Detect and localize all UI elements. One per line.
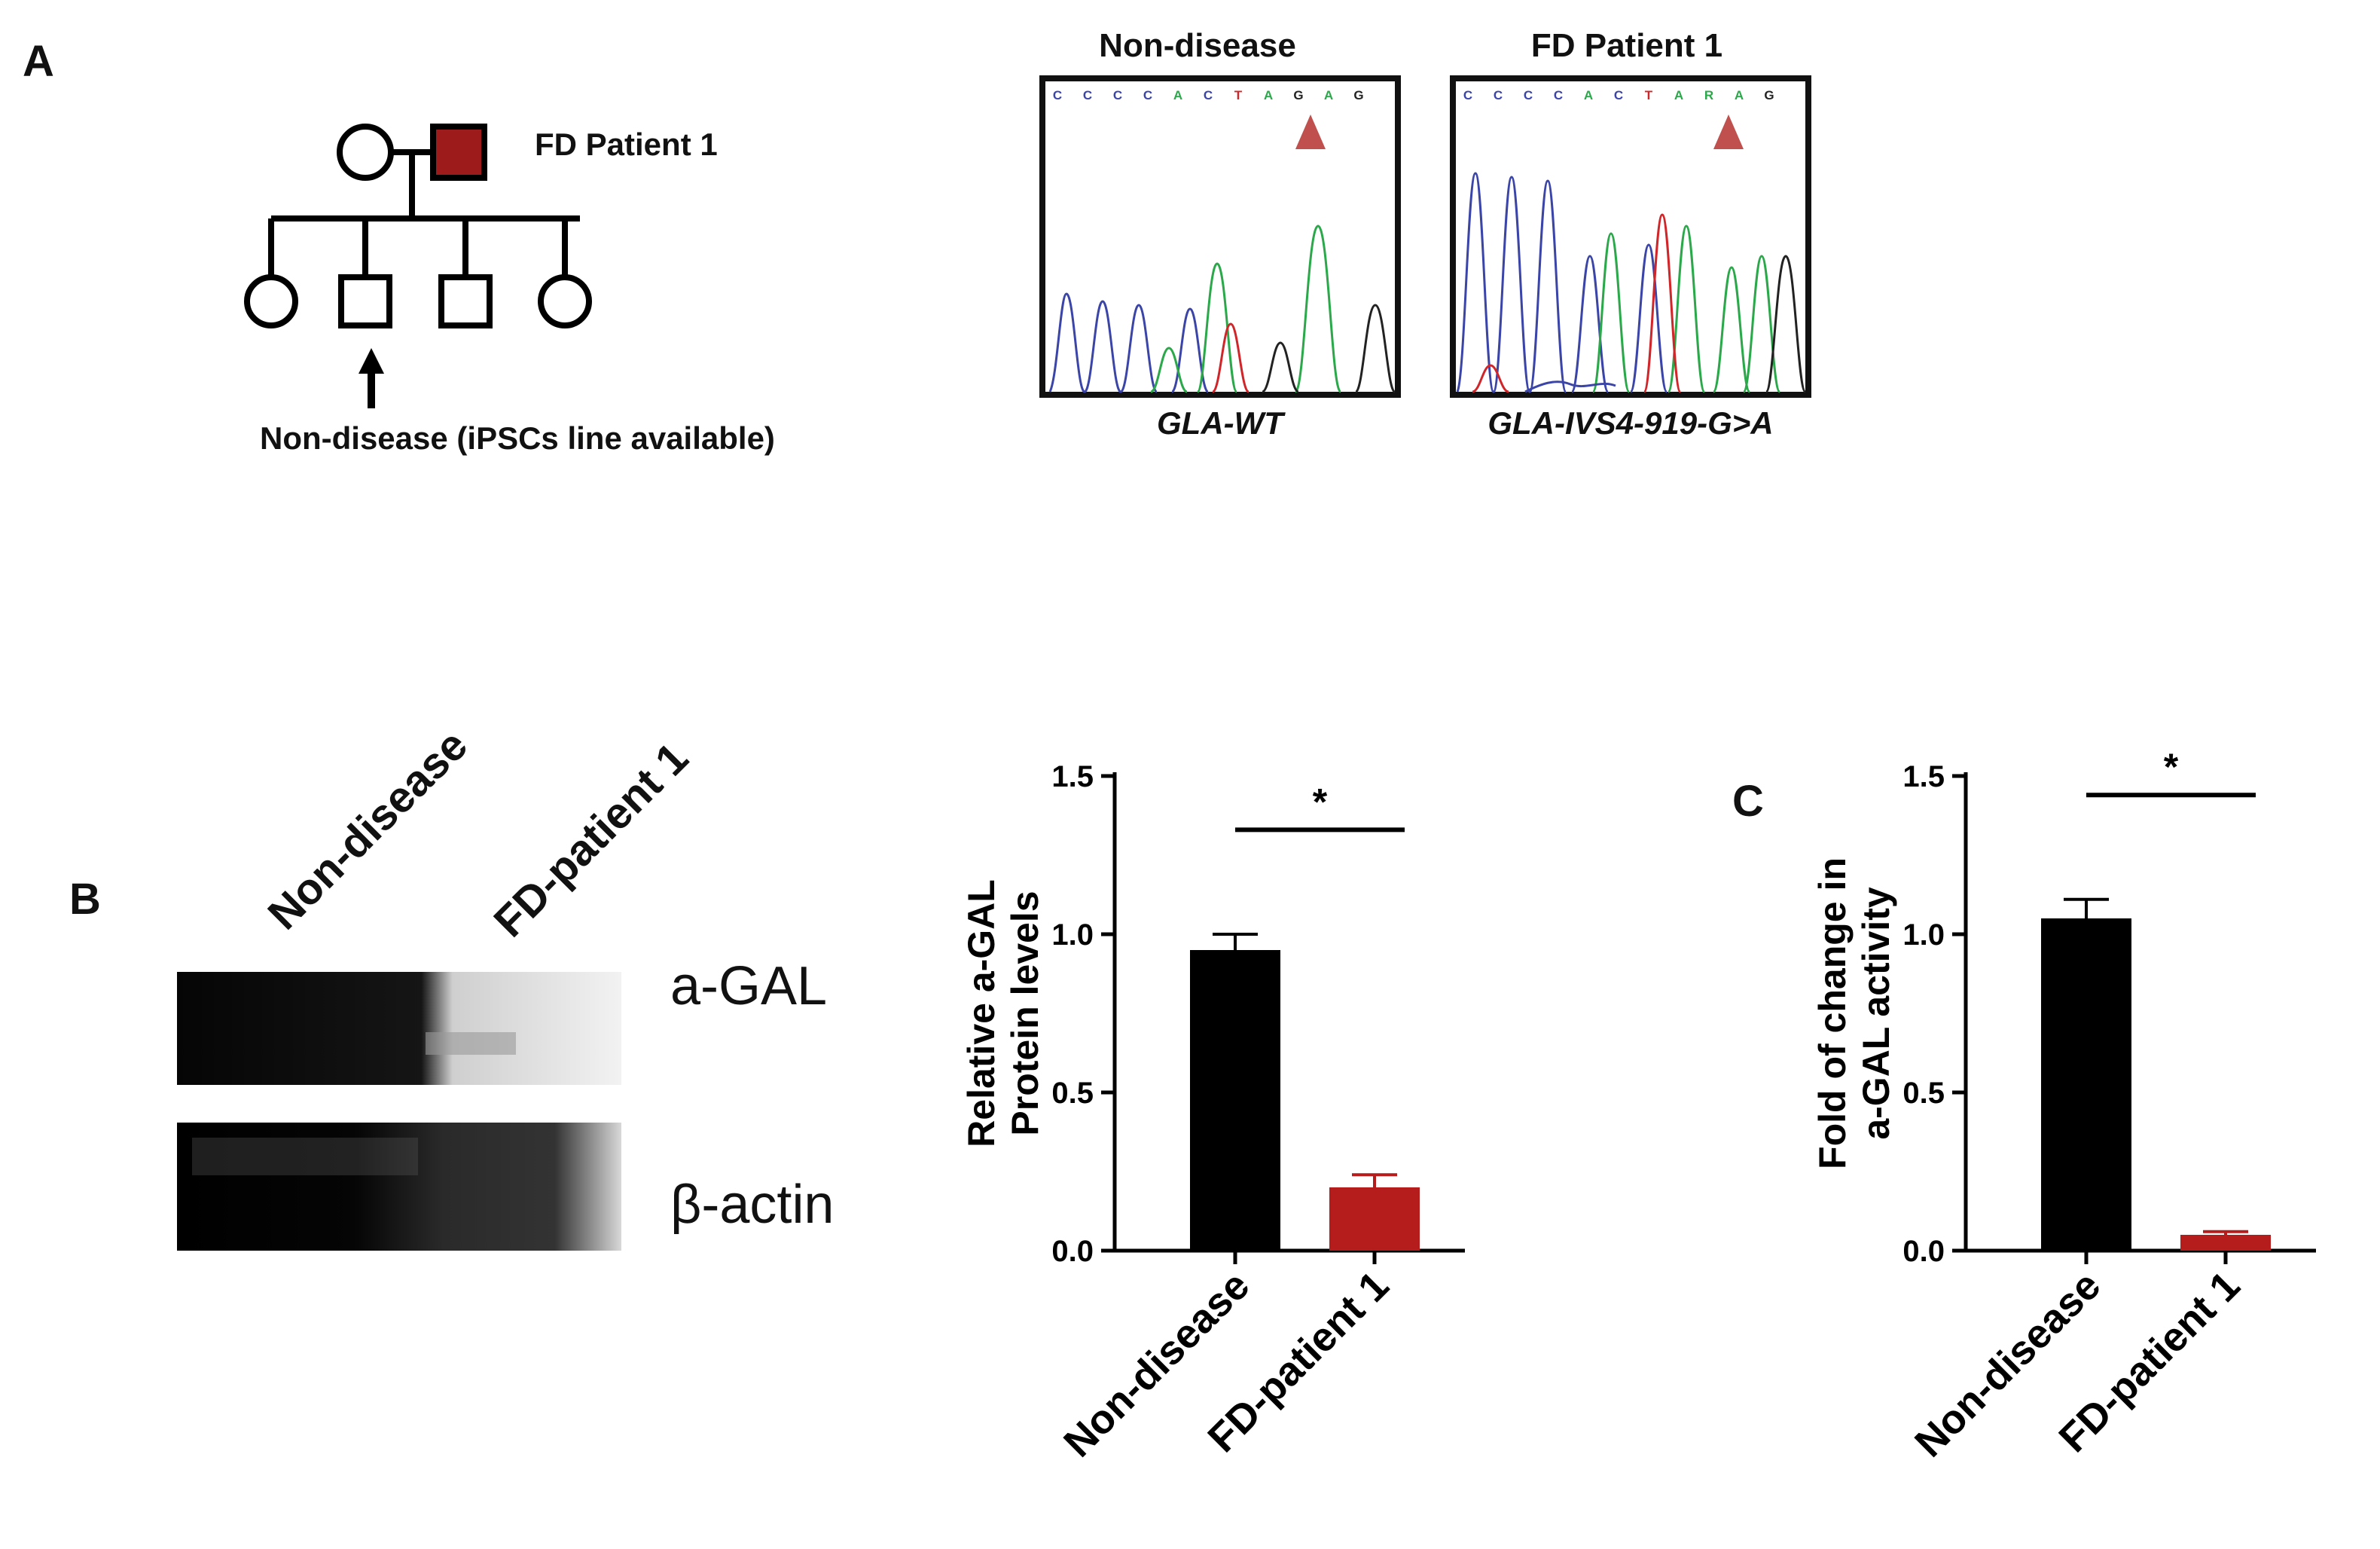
bar-non-disease [2041,918,2131,1251]
significance-marker: * [2164,746,2179,788]
sequence-base-letter: C [1614,88,1623,102]
sequence-base-letter: A [1324,88,1333,102]
y-tick-label: 0.5 [1051,1077,1094,1110]
blot-band-label-agal: a-GAL [670,956,828,1016]
blot-band-label-actin: β-actin [670,1175,835,1235]
sequence-base-letter: A [1173,88,1182,102]
chromatogram-genotype-patient: GLA-IVS4-919-G>A [1488,405,1774,441]
y-tick-label: 1.5 [1902,760,1945,793]
bar-chart-activity: 0.0 0.5 1.0 1.5 Fold of change in a-GAL activ… [1811,746,2316,1466]
pedigree-arrow-label: Non-disease (iPSCs line available) [260,420,775,456]
y-tick-label: 0.5 [1902,1077,1945,1110]
sequence-base-letter: R [1704,88,1713,102]
y-tick-label: 1.0 [1051,918,1094,952]
sequence-base-letter: C [1053,88,1062,102]
panel-label-c: C [1732,777,1764,826]
sequence-base-letter: C [1204,88,1213,102]
chromatogram-title-control: Non-disease [1099,27,1296,64]
sequence-base-letter: C [1463,88,1472,102]
y-tick-label: 1.5 [1051,760,1094,793]
chromatogram-title-patient: FD Patient 1 [1530,27,1723,64]
sequence-base-letter: A [1584,88,1593,102]
panel-label-b: B [69,875,101,924]
pedigree-son-1 [338,274,392,328]
sequence-base-letter: A [1674,88,1683,102]
western-blot [177,972,621,1251]
sequence-base-letter: C [1113,88,1122,102]
proband-arrow-icon [359,348,384,408]
pedigree-father-affected [430,124,487,181]
bar-fd-patient-1 [2180,1235,2271,1251]
pedigree-proband-label: FD Patient 1 [535,127,718,162]
significance-marker: * [1313,781,1328,823]
sequence-base-letter: T [1234,88,1243,102]
sequence-base-letter: G [1353,88,1363,102]
sequence-base-letter: C [1554,88,1563,102]
y-tick-label: 0.0 [1902,1235,1945,1268]
blot-lane-label-control: Non-disease [258,720,478,939]
y-tick-label: 0.0 [1051,1235,1094,1268]
y-axis-label: a-GAL activity [1855,887,1897,1139]
y-axis-label: Relative a-GAL [960,879,1002,1147]
pedigree-mother [337,124,394,181]
sequence-base-letter: G [1293,88,1303,102]
panel-label-a: A [23,37,54,86]
sequence-base-letter: C [1494,88,1503,102]
pedigree-daughter-2 [538,274,592,328]
sequence-base-letter: G [1764,88,1774,102]
sequence-base-letter: A [1264,88,1273,102]
sequence-base-letter: C [1524,88,1533,102]
y-tick-label: 1.0 [1902,918,1945,952]
bar-non-disease [1190,950,1280,1251]
mutation-arrow-icon [1295,115,1326,149]
sequence-base-letter: C [1083,88,1092,102]
sequence-base-letter: T [1645,88,1653,102]
sequence-base-letter: A [1735,88,1744,102]
blot-band-actin [177,1123,621,1251]
chromatogram-genotype-control: GLA-WT [1157,405,1283,441]
pedigree-diagram [244,124,592,408]
sequence-base-letter: C [1143,88,1152,102]
y-axis-label: Fold of change in [1811,857,1854,1169]
pedigree-son-2 [438,274,493,328]
pedigree-daughter-1 [244,274,298,328]
y-axis-label: Protein levels [1004,891,1046,1135]
mutation-arrow-icon [1713,115,1744,149]
bar-chart-protein-levels: 0.0 0.5 1.0 1.5 Relative a-GAL Protein levels… [960,760,1465,1466]
bar-fd-patient-1 [1329,1187,1420,1251]
blot-lane-label-patient: FD-patient 1 [484,733,698,947]
blot-band-agal [177,972,621,1085]
